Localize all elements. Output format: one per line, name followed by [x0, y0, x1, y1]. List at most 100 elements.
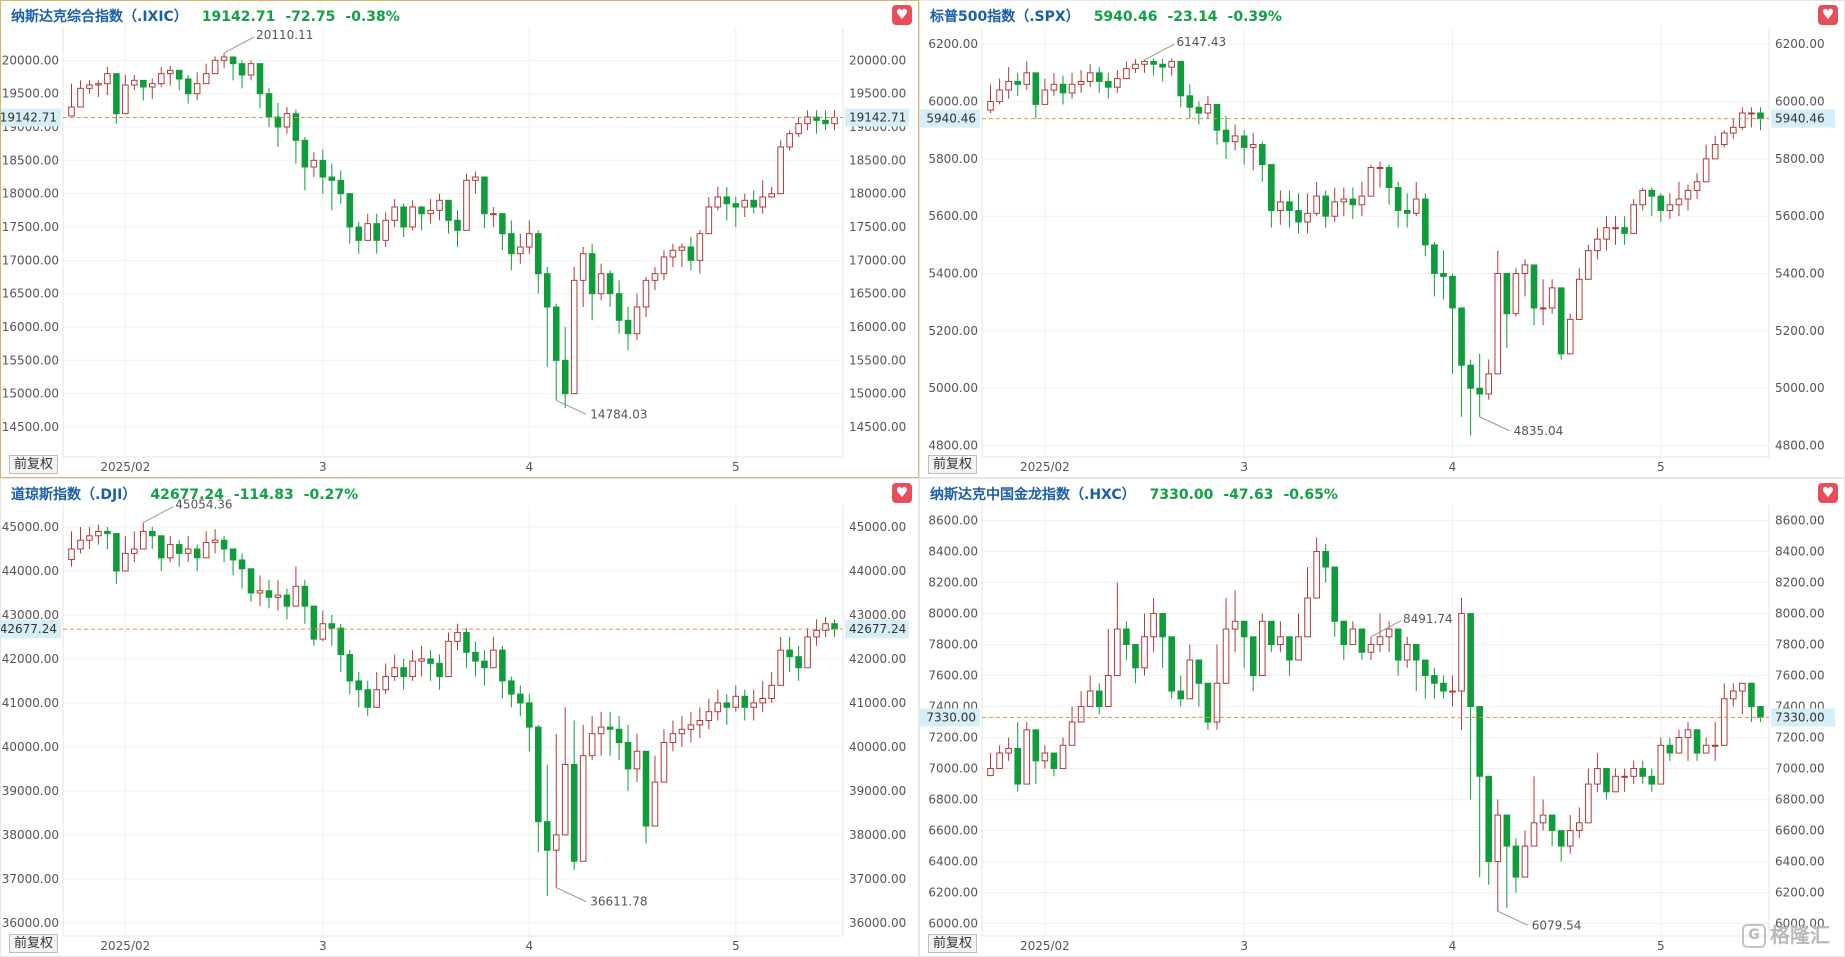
candle [499, 213, 506, 251]
x-tick-label: 4 [1449, 939, 1457, 953]
candle [391, 654, 398, 681]
x-tick-label: 4 [1449, 460, 1457, 474]
candle [1431, 667, 1438, 699]
candle [104, 67, 111, 95]
candle [292, 109, 300, 164]
candle-body [750, 702, 758, 708]
candle-body [1394, 628, 1402, 661]
adjustment-button[interactable]: 前复权 [928, 934, 978, 953]
y-tick-label-left: 17000.00 [2, 253, 59, 267]
y-tick-label-right: 18500.00 [849, 153, 906, 167]
price-change: -114.83 [233, 487, 294, 503]
candle-body [669, 249, 677, 258]
low-label: 4835.04 [1514, 424, 1564, 438]
candlestick-chart[interactable]: 36000.00 36000.00 37000.00 37000.00 38000.00… [1, 479, 918, 956]
candle [705, 698, 713, 730]
candle [1422, 193, 1429, 257]
candlestick-chart[interactable]: 14500.00 14500.00 15000.00 15000.00 15500.00… [1, 1, 918, 477]
candle [1104, 629, 1112, 708]
candle [1585, 768, 1592, 824]
candle-body [714, 196, 722, 208]
percent-change: -0.39% [1227, 9, 1282, 25]
candle [768, 187, 775, 198]
candle [355, 221, 363, 254]
candle-body [1557, 287, 1565, 355]
favorite-heart-icon[interactable]: ♥ [892, 5, 912, 25]
candle [1313, 181, 1320, 217]
y-tick-label-right: 6000.00 [1775, 917, 1825, 931]
candle-body [1431, 244, 1438, 275]
candle-body [1322, 551, 1329, 568]
candle [1095, 67, 1103, 93]
candle-body [517, 693, 524, 704]
y-tick-label-left: 6200.00 [928, 37, 978, 51]
candle [95, 524, 102, 545]
candle-body [1467, 613, 1474, 708]
candle-body [472, 176, 479, 181]
candle-body [1440, 682, 1447, 692]
candle-body [1385, 166, 1393, 189]
candle [1675, 181, 1683, 217]
candle-body [534, 233, 542, 275]
adjustment-button[interactable]: 前复权 [9, 934, 59, 953]
candle-body [1114, 628, 1121, 677]
favorite-heart-icon[interactable]: ♥ [892, 483, 912, 503]
candle-body [615, 728, 623, 743]
adjustment-button[interactable]: 前复权 [928, 455, 978, 474]
candle-body [364, 223, 372, 241]
candle [104, 526, 111, 549]
y-tick-label-right: 7200.00 [1775, 731, 1825, 745]
y-tick-label-left: 8200.00 [928, 576, 978, 590]
candle-body [418, 206, 425, 215]
candle-body [1077, 80, 1085, 85]
adjustment-button[interactable]: 前复权 [9, 455, 59, 474]
candle-body [687, 724, 695, 730]
candle-body [1304, 597, 1311, 638]
candle-body [1639, 189, 1647, 206]
candle [813, 110, 820, 134]
candle-body [1340, 620, 1348, 646]
index-name[interactable]: 标普500指数（.SPX） [930, 9, 1080, 25]
price-change: -72.75 [285, 9, 336, 25]
candle-body [1422, 198, 1429, 246]
last-price-tag-text: 7330.00 [926, 710, 976, 724]
candle [588, 243, 596, 321]
favorite-heart-icon[interactable]: ♥ [1818, 5, 1838, 25]
candle [517, 685, 524, 717]
y-tick-label-left: 17500.00 [2, 220, 59, 234]
candle [1041, 78, 1049, 105]
candle [1403, 636, 1411, 668]
candle-body [104, 73, 111, 85]
candle [1050, 752, 1058, 777]
y-tick-label-right: 14500.00 [849, 420, 906, 434]
candle [1576, 267, 1583, 320]
candlestick-chart[interactable]: 4800.00 4800.00 5000.00 5000.00 5200.00 5200.… [920, 1, 1844, 477]
candlestick-chart[interactable]: 6000.00 6000.00 6200.00 6200.00 6400.00 6400.… [920, 479, 1844, 956]
candle [68, 531, 75, 567]
candle [705, 197, 713, 235]
candle [1222, 115, 1230, 159]
candle-body [400, 667, 407, 678]
candle-body [166, 544, 174, 559]
candle-body [1177, 690, 1185, 700]
candle-body [1521, 845, 1529, 878]
candle-body [597, 273, 605, 295]
index-name[interactable]: 道琼斯指数（.DJI） [11, 487, 137, 503]
favorite-heart-icon[interactable]: ♥ [1818, 483, 1838, 503]
candle-body [436, 662, 443, 678]
candle [1114, 70, 1121, 93]
candle-body [687, 246, 695, 261]
candle [445, 632, 452, 678]
candle-body [1240, 620, 1248, 638]
last-price-tag-right [845, 620, 909, 639]
candle [1286, 190, 1293, 228]
candle [1268, 164, 1275, 228]
index-name[interactable]: 纳斯达克中国金龙指数（.HXC） [930, 487, 1136, 503]
y-tick-label-right: 6400.00 [1775, 855, 1825, 869]
candle-body [624, 741, 632, 770]
candle-body [140, 79, 147, 88]
candle [86, 526, 93, 549]
candle-body [1141, 60, 1148, 65]
candle [1757, 706, 1764, 723]
index-name[interactable]: 纳斯达克综合指数（.IXIC） [11, 9, 188, 25]
